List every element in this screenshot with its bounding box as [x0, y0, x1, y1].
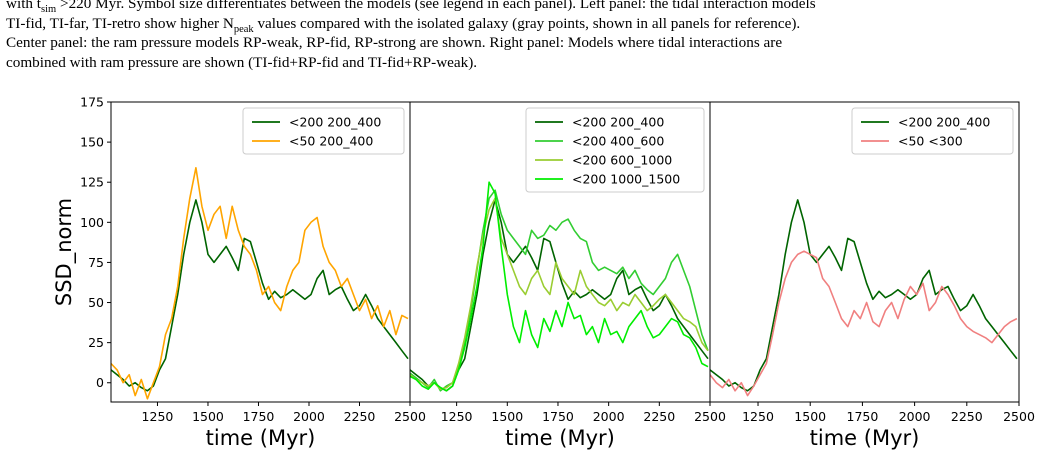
y-tick-label: 150: [80, 135, 104, 150]
chart-panel-2: 1250 1500 1750 2000 2250 2500 time (Myr) <200 2…: [409, 101, 726, 450]
x-tick-label: 2250: [344, 409, 376, 424]
y-tick-label: 0: [96, 375, 104, 390]
x-tick-label: 2000: [899, 409, 931, 424]
x-tick-label: 1250: [142, 409, 174, 424]
y-tick-label: 100: [80, 215, 104, 230]
caption-line-1: with tsim >220 Myr. Symbol size differen…: [6, 0, 816, 16]
x-tick-label: 2250: [643, 409, 675, 424]
plot-frame: [709, 101, 1020, 403]
series-line-1: [111, 199, 409, 392]
chart-panel-1: 1250 1500 1750 2000 2250 2500 0 25 50 75 100 125 150…: [52, 95, 426, 451]
legend: <200 200_400 <200 400_600 <200 600_1000 <20…: [525, 107, 705, 193]
x-tick-label: 2500: [694, 409, 726, 424]
x-axis-label: time (Myr): [206, 426, 316, 450]
x-tick-label: 2500: [394, 409, 426, 424]
legend-entry-label: <200 400_600: [572, 134, 664, 149]
x-tick-label: 1500: [192, 409, 224, 424]
x-axis-label: time (Myr): [810, 426, 920, 450]
series-line-1: [710, 199, 1018, 392]
series-line-2: [710, 250, 1018, 397]
y-tick-label: 125: [80, 175, 104, 190]
y-tick-label: 75: [88, 255, 104, 270]
caption-line-3: Center panel: the ram pressure models RP…: [6, 34, 783, 51]
legend-box: [851, 107, 1014, 155]
series-line-2: [410, 189, 709, 392]
x-tick-label: 1750: [847, 409, 879, 424]
series-group: [410, 181, 709, 392]
legend-entry-label: <200 200_400: [572, 115, 664, 130]
chart-panel-3: 1250 1500 1750 2000 2250 2500 time (Myr) <200 2…: [709, 101, 1035, 450]
legend-entry-label: <200 600_1000: [572, 153, 672, 168]
x-tick-label: 1500: [794, 409, 826, 424]
legend-entry-label: <50 <300: [898, 134, 963, 149]
x-axis-label: time (Myr): [505, 426, 615, 450]
x-tick-label: 2000: [593, 409, 625, 424]
figure-caption: with tsim >220 Myr. Symbol size differen…: [6, 0, 1050, 72]
y-tick-label: 25: [88, 335, 104, 350]
y-tick-label: 175: [80, 95, 104, 110]
legend: <200 200_400 <50 <300: [851, 107, 1014, 155]
series-line-4: [410, 181, 709, 392]
legend-box: [242, 107, 405, 155]
series-line-2: [111, 167, 409, 400]
x-tick-label: 1250: [742, 409, 774, 424]
x-tick-label: 1750: [542, 409, 574, 424]
series-group: [111, 167, 409, 400]
series-group: [710, 199, 1018, 397]
legend: <200 200_400 <50 200_400: [242, 107, 405, 155]
legend-entry-label: <200 200_400: [289, 115, 381, 130]
legend-entry-label: <200 1000_1500: [572, 172, 680, 187]
caption-line-4: combined with ram pressure are shown (TI…: [6, 53, 478, 71]
legend-box: [525, 107, 705, 193]
x-tick-label: 2000: [293, 409, 325, 424]
legend-entry-label: <200 200_400: [898, 115, 990, 130]
x-tick-label: 1250: [441, 409, 473, 424]
caption-line-2: TI-fid, TI-far, TI-retro show higher Npe…: [6, 14, 801, 35]
x-tick-label: 2250: [951, 409, 983, 424]
x-tick-label: 1500: [491, 409, 523, 424]
series-line-3: [410, 197, 709, 391]
x-tick-label: 1750: [243, 409, 275, 424]
y-axis-label: SSD_norm: [52, 198, 77, 306]
legend-entry-label: <50 200_400: [289, 134, 373, 149]
y-tick-label: 50: [88, 295, 104, 310]
x-tick-label: 2500: [1003, 409, 1035, 424]
